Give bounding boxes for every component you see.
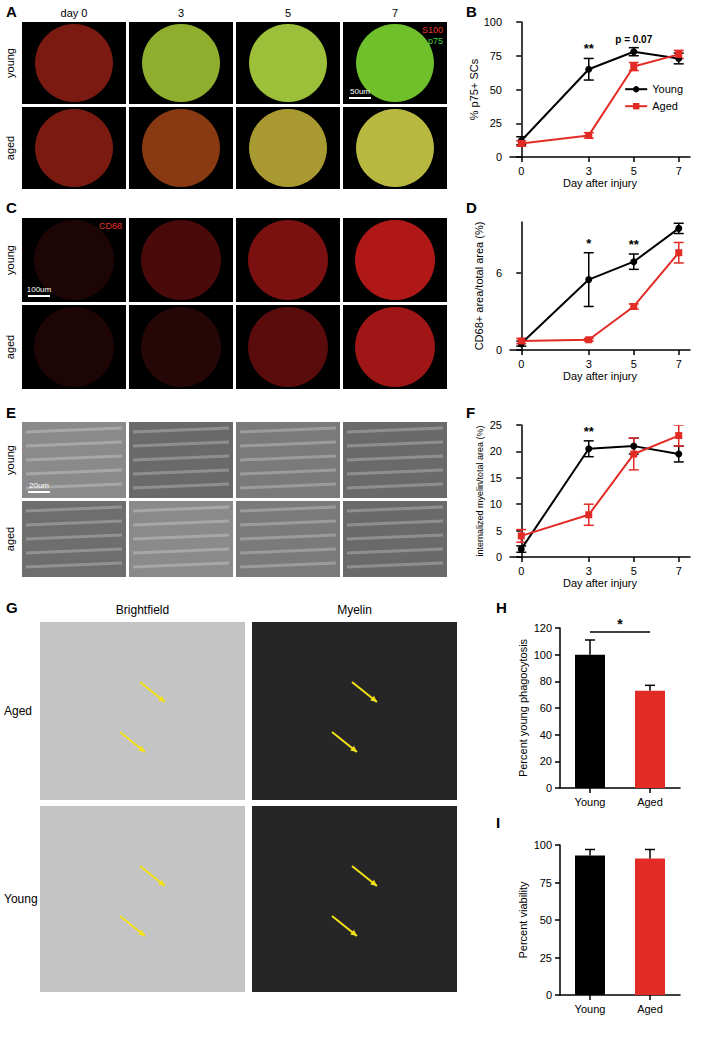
svg-text:40: 40 [540,729,552,741]
svg-text:C: C [6,199,17,216]
svg-text:internalized myelin/total area: internalized myelin/total area (%) [475,425,485,556]
svg-text:Aged: Aged [637,796,663,808]
svg-text:3: 3 [586,358,592,370]
svg-text:Young: Young [575,796,606,808]
svg-text:50: 50 [490,84,502,96]
svg-text:25: 25 [540,952,552,964]
svg-text:aged: aged [4,136,16,160]
svg-text:7: 7 [676,165,682,177]
svg-text:CD68+ area/total area (%): CD68+ area/total area (%) [473,222,485,351]
svg-text:10: 10 [490,498,502,510]
svg-text:20um: 20um [29,481,49,490]
svg-text:Myelin: Myelin [337,603,372,617]
svg-text:young: young [4,445,16,475]
svg-text:75: 75 [490,50,502,62]
svg-text:3: 3 [586,165,592,177]
svg-text:15: 15 [490,472,502,484]
svg-text:50: 50 [540,914,552,926]
svg-text:Aged: Aged [652,100,678,112]
svg-text:Young: Young [4,892,38,906]
svg-text:75: 75 [540,877,552,889]
svg-text:Aged: Aged [637,1003,663,1015]
svg-text:aged: aged [4,527,16,551]
svg-text:p75: p75 [428,36,443,46]
svg-text:Brightfield: Brightfield [116,603,169,617]
svg-text:100: 100 [484,16,502,28]
svg-text:*: * [617,616,623,632]
svg-text:CD68: CD68 [99,221,122,231]
svg-text:Percent viability: Percent viability [517,881,529,959]
svg-text:20: 20 [540,755,552,767]
svg-text:5: 5 [631,565,637,577]
svg-text:S100: S100 [422,25,443,35]
svg-text:I: I [496,814,500,831]
svg-text:100um: 100um [27,285,52,294]
svg-text:**: ** [584,424,595,439]
svg-text:3: 3 [178,7,184,19]
svg-text:5: 5 [285,7,291,19]
svg-text:Day after injury: Day after injury [563,370,637,382]
svg-text:D: D [466,199,477,216]
svg-text:aged: aged [4,335,16,359]
svg-text:0: 0 [518,358,524,370]
svg-text:A: A [6,3,17,20]
svg-text:5: 5 [631,358,637,370]
svg-text:3: 3 [586,565,592,577]
svg-text:% p75+ SCs: % p75+ SCs [468,58,480,120]
svg-text:**: ** [584,41,595,56]
svg-text:0: 0 [496,551,502,563]
svg-text:7: 7 [676,565,682,577]
svg-text:B: B [466,3,477,20]
svg-text:0: 0 [518,165,524,177]
svg-text:25: 25 [490,419,502,431]
svg-text:young: young [4,245,16,275]
svg-text:Day after injury: Day after injury [563,177,637,189]
svg-text:5: 5 [631,165,637,177]
svg-text:7: 7 [676,358,682,370]
svg-text:day 0: day 0 [61,7,88,19]
svg-text:5: 5 [496,525,502,537]
svg-text:Young: Young [652,83,683,95]
svg-text:G: G [6,599,18,616]
svg-text:120: 120 [534,622,552,634]
svg-text:Percent young phagocytosis: Percent young phagocytosis [517,638,529,777]
svg-text:Aged: Aged [4,704,32,718]
svg-text:80: 80 [540,675,552,687]
svg-text:60: 60 [540,702,552,714]
svg-text:6: 6 [496,267,502,279]
svg-text:0: 0 [518,565,524,577]
svg-text:100: 100 [534,649,552,661]
svg-text:young: young [4,48,16,78]
svg-text:F: F [466,404,475,421]
svg-text:**: ** [629,237,640,252]
svg-text:0: 0 [496,344,502,356]
svg-text:p = 0.07: p = 0.07 [615,34,652,45]
svg-text:20: 20 [490,445,502,457]
svg-text:25: 25 [490,117,502,129]
svg-text:E: E [6,404,16,421]
svg-text:0: 0 [546,989,552,1001]
svg-text:Day after injury: Day after injury [563,577,637,589]
svg-text:Young: Young [575,1003,606,1015]
svg-text:7: 7 [392,7,398,19]
svg-text:100: 100 [534,839,552,851]
svg-text:H: H [496,599,507,616]
svg-text:50um: 50um [350,87,370,96]
svg-text:*: * [586,236,592,251]
svg-text:0: 0 [496,151,502,163]
svg-text:0: 0 [546,782,552,794]
